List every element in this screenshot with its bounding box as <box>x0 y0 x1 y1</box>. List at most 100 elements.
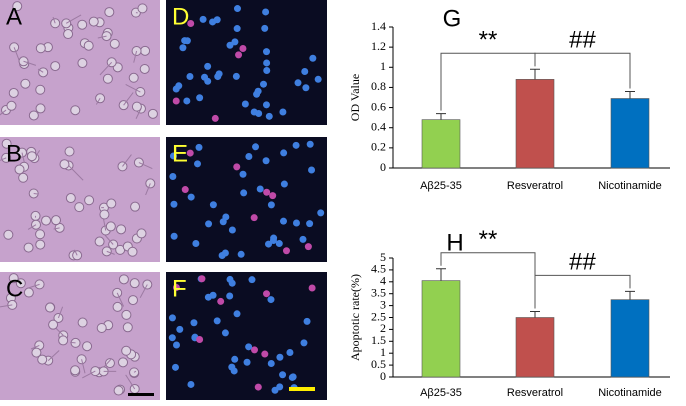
neurite <box>122 154 132 167</box>
nucleus <box>214 73 222 81</box>
y-axis-label: Apoptotic rate(%) <box>348 274 362 361</box>
error-bar <box>625 90 635 99</box>
nucleus <box>231 355 239 363</box>
nucleus <box>306 220 314 228</box>
nucleus <box>245 343 253 351</box>
cell <box>70 365 81 376</box>
nucleus <box>276 353 284 361</box>
cell <box>59 159 70 170</box>
nucleus <box>176 325 184 333</box>
cell <box>3 229 14 240</box>
nucleus <box>267 296 275 304</box>
nucleus <box>204 62 212 70</box>
cell <box>35 229 46 240</box>
neurite <box>133 50 138 63</box>
y-tick-label: 3.5 <box>371 285 386 299</box>
neurite <box>70 341 76 344</box>
neurite <box>68 165 84 181</box>
nucleus <box>243 358 251 366</box>
nucleus <box>169 173 177 181</box>
error-bar <box>436 268 446 281</box>
nucleus <box>288 373 296 381</box>
significance-mark: ## <box>569 27 596 54</box>
nucleus <box>183 97 191 105</box>
significance-mark: ** <box>479 27 498 54</box>
nucleus <box>286 349 294 357</box>
cell <box>122 322 133 333</box>
nucleus <box>179 44 187 52</box>
nucleus <box>301 68 309 76</box>
nucleus <box>217 297 225 305</box>
cell <box>118 274 129 285</box>
cell <box>118 100 129 111</box>
nucleus <box>186 73 194 81</box>
nucleus <box>279 217 287 225</box>
cell <box>94 236 105 247</box>
nucleus <box>279 371 287 379</box>
panel-label: D <box>172 3 189 30</box>
neurite <box>102 217 107 231</box>
cell <box>35 84 46 95</box>
neurite <box>95 98 101 105</box>
cell <box>88 16 99 27</box>
nucleus <box>186 149 194 157</box>
nucleus <box>226 41 234 49</box>
neurite <box>27 283 40 289</box>
cell <box>28 110 39 121</box>
cell <box>99 209 110 220</box>
nucleus <box>233 5 241 13</box>
nucleus <box>187 380 195 388</box>
y-tick-label: 0.2 <box>371 140 386 154</box>
error-bar <box>530 68 540 80</box>
nucleus <box>241 100 249 108</box>
cell <box>102 73 113 84</box>
nucleus <box>232 72 240 80</box>
cell <box>136 228 147 239</box>
cell <box>45 302 56 313</box>
cell <box>121 345 132 356</box>
nucleus <box>235 51 243 59</box>
nucleus <box>195 143 203 151</box>
nucleus <box>299 235 307 243</box>
y-tick-label: 0.5 <box>371 357 386 371</box>
significance-mark: ## <box>569 249 596 276</box>
error-bar <box>625 290 635 300</box>
nucleus <box>196 335 204 343</box>
cell <box>109 38 120 49</box>
nucleus <box>226 292 234 300</box>
cell <box>23 287 34 298</box>
scale-bar <box>128 393 154 396</box>
cell <box>147 108 158 119</box>
nucleus <box>187 193 195 201</box>
cell <box>51 215 62 226</box>
neurite <box>133 370 137 373</box>
cell <box>15 278 26 289</box>
neurite <box>52 16 56 24</box>
y-tick-label: 1 <box>380 345 386 359</box>
nucleus <box>172 97 180 105</box>
nucleus <box>209 291 217 299</box>
cell <box>104 7 115 18</box>
neurite <box>23 60 37 66</box>
nucleus <box>261 350 269 358</box>
nucleus <box>199 15 207 23</box>
nucleus <box>267 201 275 209</box>
cell <box>26 151 37 162</box>
cell <box>9 42 20 53</box>
cell <box>64 146 75 157</box>
nucleus <box>292 219 300 227</box>
neurite <box>0 109 7 116</box>
nucleus <box>263 188 271 196</box>
micrograph <box>0 272 160 400</box>
nucleus <box>172 341 180 349</box>
nucleus <box>233 163 241 171</box>
cell <box>128 295 139 306</box>
nucleus <box>256 185 264 193</box>
nucleus <box>317 209 325 217</box>
micrograph <box>166 272 327 400</box>
nucleus <box>198 275 206 283</box>
nucleus <box>233 310 241 318</box>
cell <box>35 239 46 250</box>
neurite <box>53 227 60 230</box>
